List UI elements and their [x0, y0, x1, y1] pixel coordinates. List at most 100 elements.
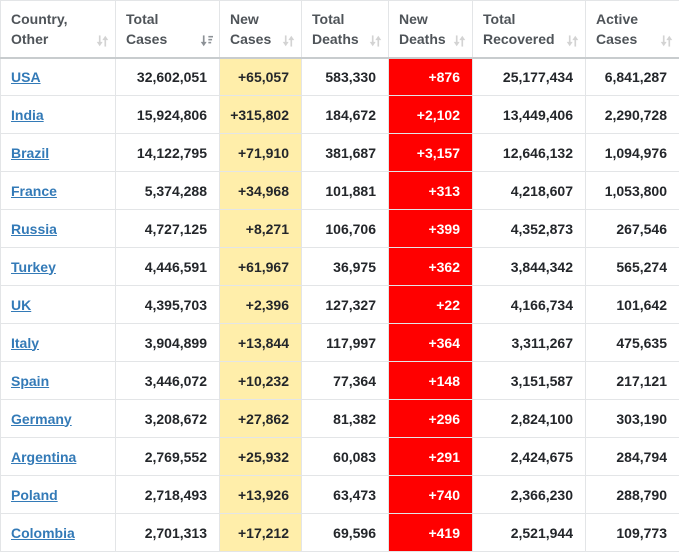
country-link[interactable]: Poland — [11, 487, 58, 503]
cell-active-cases: 303,190 — [586, 400, 679, 438]
cell-total-deaths: 117,997 — [302, 324, 389, 362]
cell-total-recovered: 3,151,587 — [473, 362, 586, 400]
cell-new-cases: +13,844 — [220, 324, 302, 362]
cell-active-cases: 101,642 — [586, 286, 679, 324]
cell-new-cases: +27,862 — [220, 400, 302, 438]
cell-total-cases: 32,602,051 — [116, 58, 220, 96]
cell-country: France — [1, 172, 116, 210]
country-link[interactable]: Spain — [11, 373, 49, 389]
country-link[interactable]: Italy — [11, 335, 39, 351]
cell-new-deaths: +296 — [389, 400, 473, 438]
cell-new-deaths: +876 — [389, 58, 473, 96]
cell-new-cases: +10,232 — [220, 362, 302, 400]
cell-new-cases: +315,802 — [220, 96, 302, 134]
sort-descending-icon — [200, 34, 213, 48]
cell-new-cases: +65,057 — [220, 58, 302, 96]
sort-both-icon — [96, 34, 109, 48]
cell-total-deaths: 77,364 — [302, 362, 389, 400]
cell-total-deaths: 63,473 — [302, 476, 389, 514]
cell-total-deaths: 106,706 — [302, 210, 389, 248]
cell-country: Poland — [1, 476, 116, 514]
cell-total-recovered: 13,449,406 — [473, 96, 586, 134]
cell-new-cases: +8,271 — [220, 210, 302, 248]
cell-total-recovered: 3,844,342 — [473, 248, 586, 286]
header-label-line1: Total — [483, 9, 577, 29]
cell-total-cases: 2,769,552 — [116, 438, 220, 476]
cell-total-deaths: 60,083 — [302, 438, 389, 476]
cell-total-recovered: 2,366,230 — [473, 476, 586, 514]
cell-country: Brazil — [1, 134, 116, 172]
cell-new-cases: +71,910 — [220, 134, 302, 172]
cell-total-deaths: 381,687 — [302, 134, 389, 172]
cell-total-cases: 14,122,795 — [116, 134, 220, 172]
cell-country: Italy — [1, 324, 116, 362]
cell-new-deaths: +148 — [389, 362, 473, 400]
cell-active-cases: 6,841,287 — [586, 58, 679, 96]
country-link[interactable]: Argentina — [11, 449, 76, 465]
cell-new-deaths: +2,102 — [389, 96, 473, 134]
cell-total-cases: 4,727,125 — [116, 210, 220, 248]
header-label-line2: Recovered — [483, 29, 577, 49]
cell-total-cases: 15,924,806 — [116, 96, 220, 134]
cell-total-recovered: 2,424,675 — [473, 438, 586, 476]
cell-total-recovered: 2,824,100 — [473, 400, 586, 438]
cell-total-cases: 4,446,591 — [116, 248, 220, 286]
cell-total-cases: 4,395,703 — [116, 286, 220, 324]
cell-new-deaths: +364 — [389, 324, 473, 362]
country-link[interactable]: Colombia — [11, 525, 75, 541]
country-link[interactable]: Turkey — [11, 259, 56, 275]
header-label-line2: Other — [11, 29, 107, 49]
cell-active-cases: 1,094,976 — [586, 134, 679, 172]
country-link[interactable]: Germany — [11, 411, 72, 427]
cell-total-recovered: 12,646,132 — [473, 134, 586, 172]
country-link[interactable]: France — [11, 183, 57, 199]
cell-total-cases: 2,701,313 — [116, 514, 220, 552]
country-link[interactable]: Brazil — [11, 145, 49, 161]
country-link[interactable]: Russia — [11, 221, 57, 237]
country-link[interactable]: USA — [11, 69, 41, 85]
cell-country: Russia — [1, 210, 116, 248]
sort-both-icon — [660, 34, 673, 48]
cell-total-recovered: 3,311,267 — [473, 324, 586, 362]
cell-new-cases: +17,212 — [220, 514, 302, 552]
cell-total-deaths: 101,881 — [302, 172, 389, 210]
cell-total-deaths: 127,327 — [302, 286, 389, 324]
cell-total-recovered: 2,521,944 — [473, 514, 586, 552]
country-link[interactable]: UK — [11, 297, 31, 313]
country-link[interactable]: India — [11, 107, 44, 123]
cell-active-cases: 2,290,728 — [586, 96, 679, 134]
column-header-country[interactable]: Country,Other — [1, 1, 116, 58]
sort-both-icon — [453, 34, 466, 48]
cell-total-deaths: 184,672 — [302, 96, 389, 134]
cell-active-cases: 109,773 — [586, 514, 679, 552]
cell-new-deaths: +740 — [389, 476, 473, 514]
header-label-line1: New — [230, 9, 293, 29]
cell-total-deaths: 36,975 — [302, 248, 389, 286]
header-label-line1: Country, — [11, 9, 107, 29]
cell-total-deaths: 583,330 — [302, 58, 389, 96]
cell-total-deaths: 81,382 — [302, 400, 389, 438]
cell-country: Germany — [1, 400, 116, 438]
cell-total-cases: 2,718,493 — [116, 476, 220, 514]
cell-country: Spain — [1, 362, 116, 400]
sort-both-icon — [282, 34, 295, 48]
cell-total-recovered: 4,166,734 — [473, 286, 586, 324]
cell-total-recovered: 4,218,607 — [473, 172, 586, 210]
cell-total-recovered: 25,177,434 — [473, 58, 586, 96]
cell-active-cases: 565,274 — [586, 248, 679, 286]
